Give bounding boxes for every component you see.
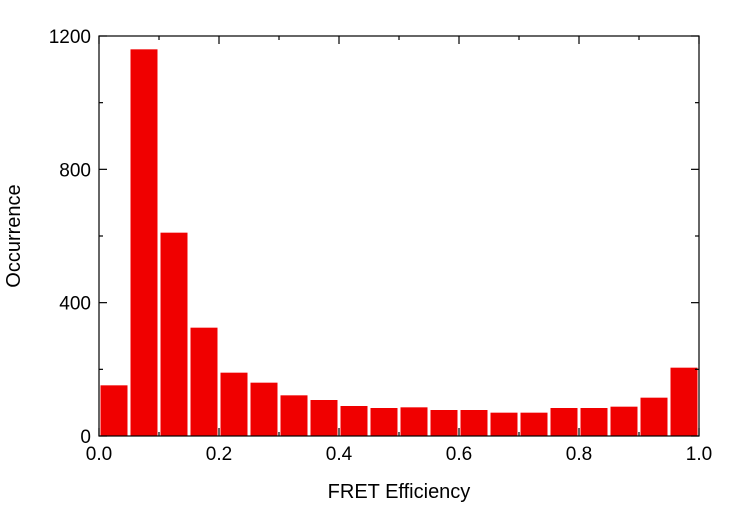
histogram-bar [460,410,488,436]
histogram-bar [160,232,188,436]
histogram-bar [100,385,128,436]
histogram-bar [640,397,668,436]
x-tick-label: 0.0 [86,444,112,465]
histogram-bar [370,408,398,436]
histogram-bar [250,382,278,436]
histogram-bar [550,408,578,436]
tick-labels-group: 0.0 0.2 0.4 0.6 0.8 1.0 0 400 800 1200 [49,27,712,465]
x-axis-label: FRET Efficiency [328,481,471,503]
x-tick-label: 0.4 [326,444,353,465]
x-tick-label: 0.6 [446,444,472,465]
histogram-bar [430,410,458,436]
histogram-bar [130,49,158,436]
bars-group [100,49,698,436]
histogram-bar [340,406,368,436]
histogram-bar [280,395,308,436]
histogram-bar [400,407,428,436]
histogram-bar [490,412,518,436]
histogram-bar [520,412,548,436]
x-tick-label: 0.8 [566,444,592,465]
y-tick-label: 800 [59,160,91,181]
ticks-group [98,35,700,437]
x-tick-label: 1.0 [686,444,712,465]
y-axis-label: Occurrence [3,184,25,287]
histogram-bar [220,372,248,436]
x-tick-label: 0.2 [206,444,232,465]
histogram-bar [610,406,638,436]
histogram-bar [580,408,608,436]
histogram-bar [310,400,338,436]
histogram-bar [670,367,698,436]
histogram-bar [190,327,218,436]
y-tick-label: 0 [80,427,91,448]
y-tick-label: 400 [59,294,91,315]
y-tick-label: 1200 [49,27,91,48]
plot-frame [98,35,700,437]
